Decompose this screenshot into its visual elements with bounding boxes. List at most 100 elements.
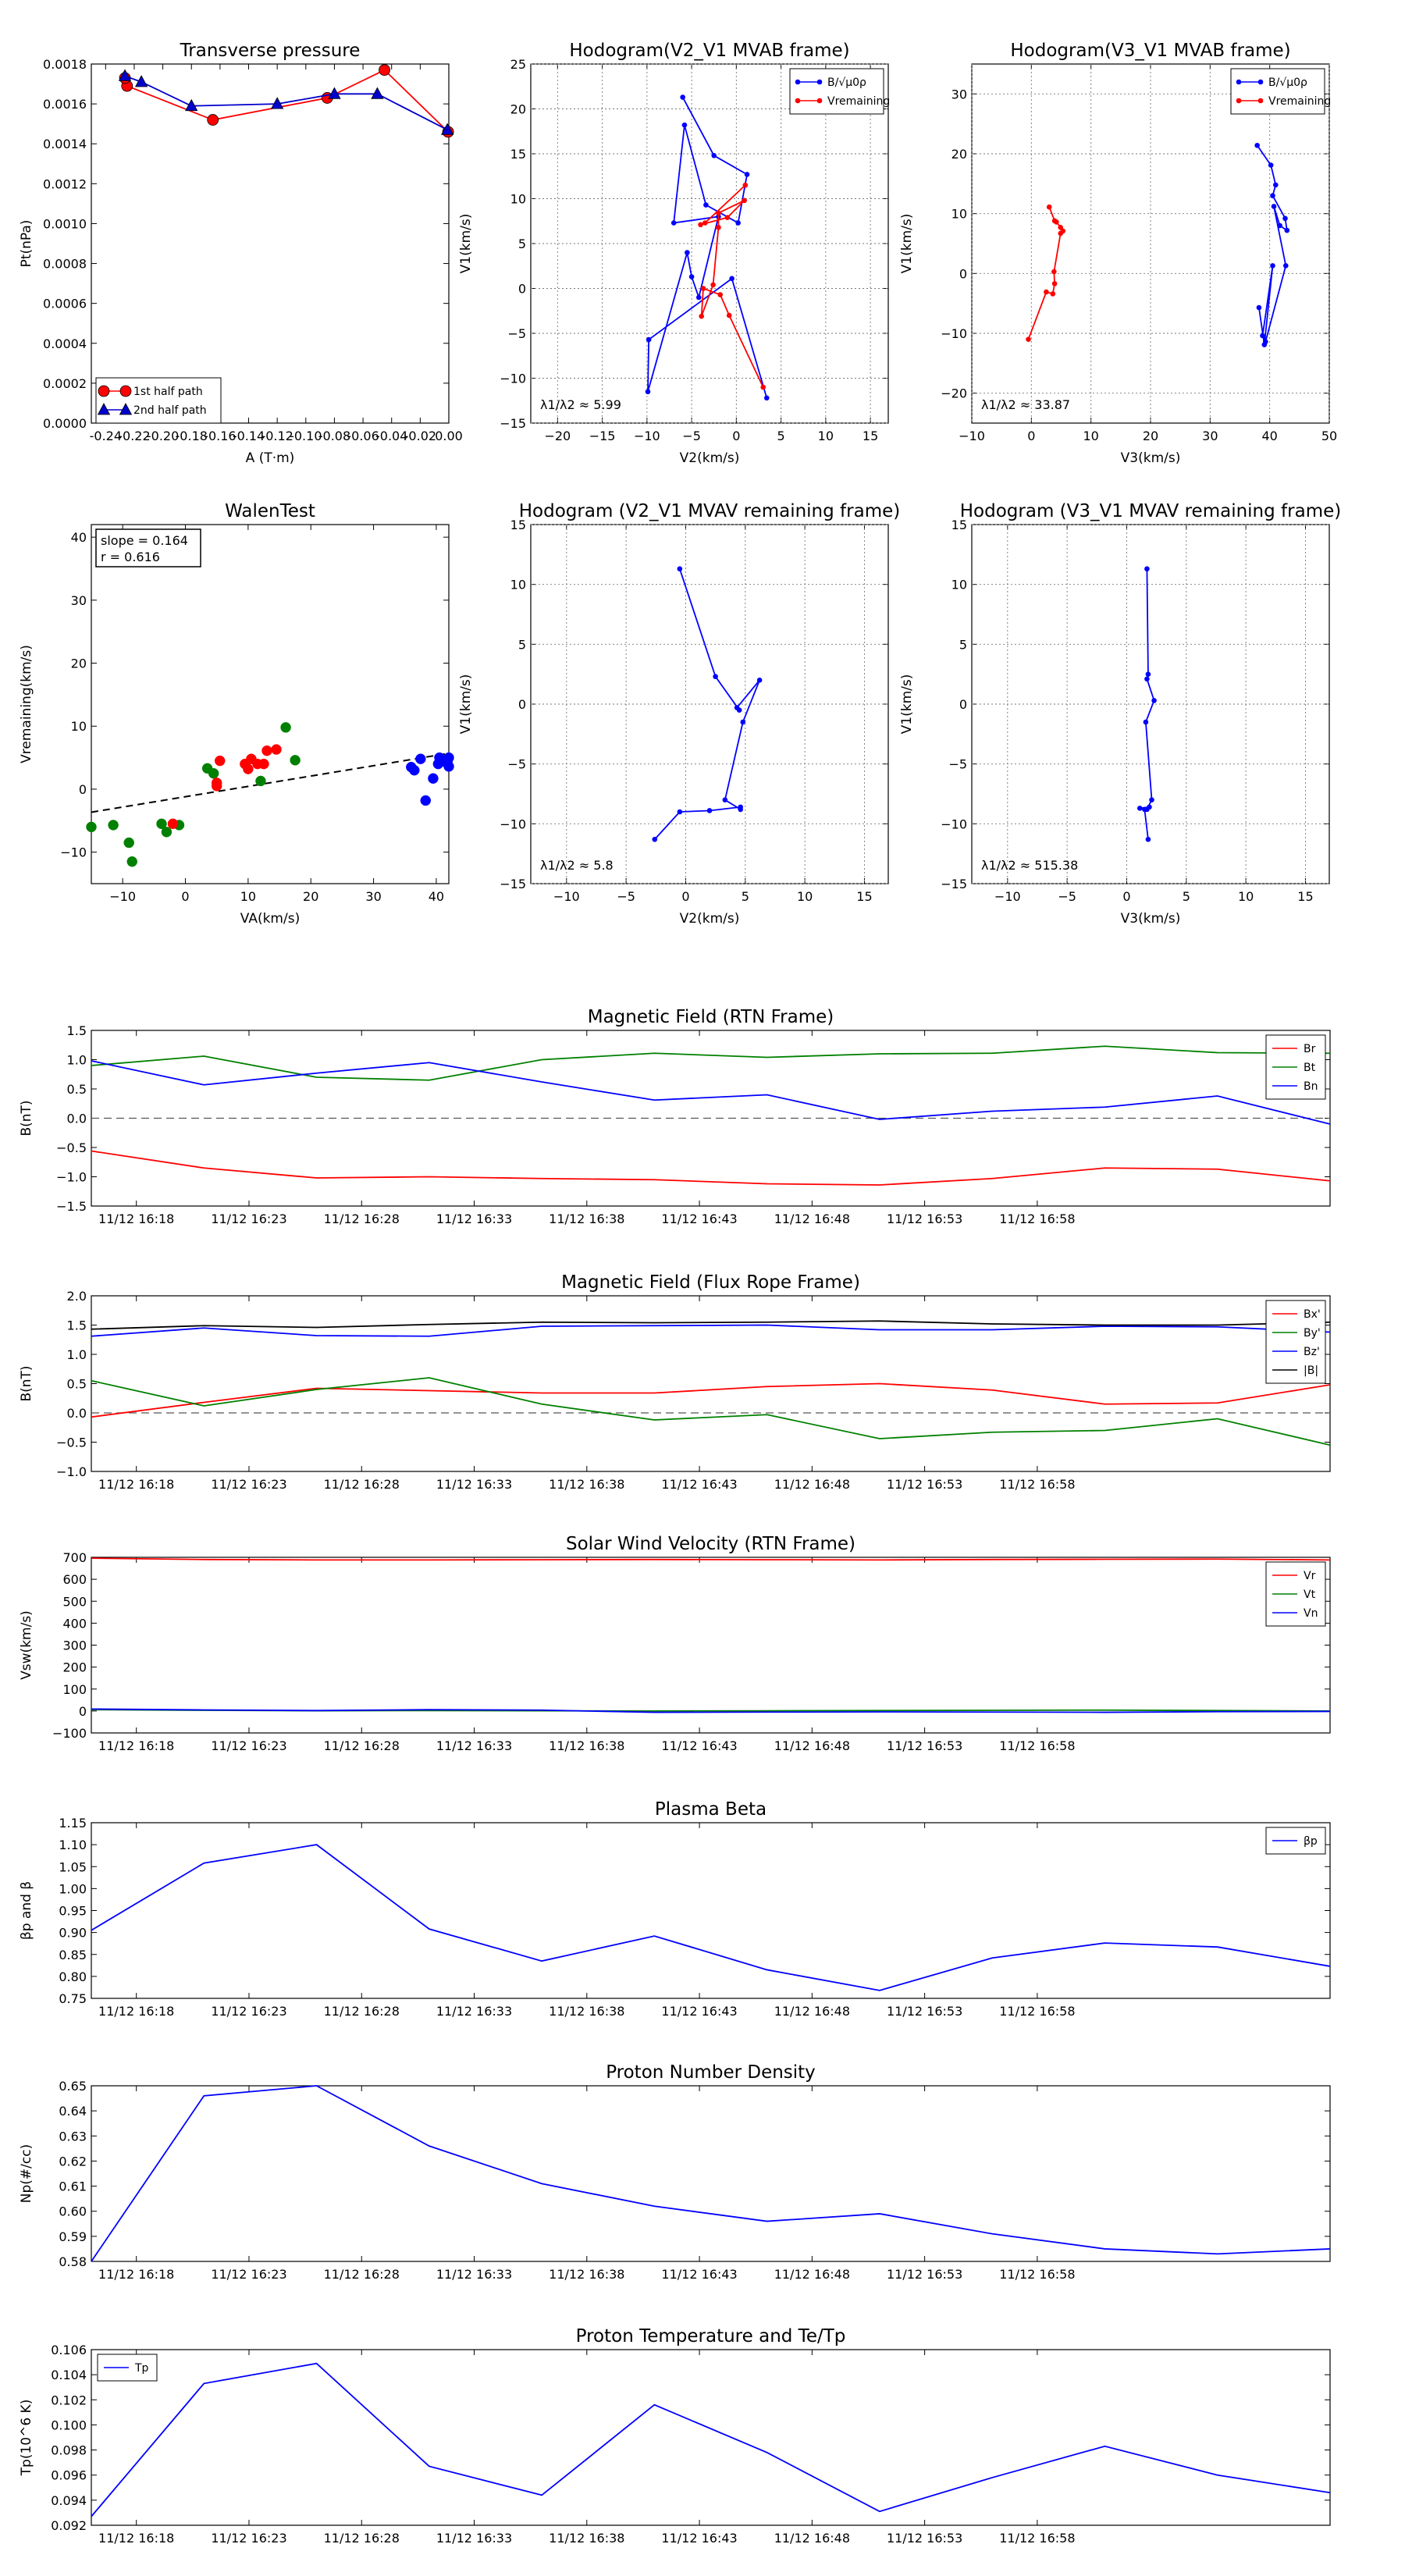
- y-axis-label: V1(km/s): [899, 214, 915, 274]
- y-tick-label: 10: [71, 719, 87, 734]
- plot-frame: [91, 2085, 1331, 2262]
- data-point-marker: [207, 114, 219, 126]
- data-point-marker: [816, 98, 823, 104]
- y-tick-label: −5: [507, 326, 526, 341]
- data-point-marker: [270, 97, 284, 109]
- y-tick-label: 0.0: [67, 1406, 87, 1421]
- series-line: [1256, 144, 1288, 345]
- x-tick-label: 10: [818, 429, 834, 443]
- data-point-marker: [1151, 698, 1157, 703]
- scatter-point: [255, 775, 266, 787]
- x-tick-label: 30: [365, 889, 381, 904]
- x-tick-label: −5: [682, 429, 701, 443]
- data-point-marker: [1143, 719, 1149, 725]
- series-line: [124, 69, 449, 133]
- y-axis-label: B(nT): [19, 1100, 34, 1136]
- series-line: [91, 1708, 1331, 1713]
- data-point-marker: [1149, 797, 1154, 802]
- legend-label: βp: [1304, 1835, 1318, 1848]
- series-line: [91, 1324, 1331, 1337]
- plot-frame: [91, 63, 450, 424]
- y-tick-label: −10: [500, 372, 526, 386]
- fit-line: [91, 753, 450, 813]
- data-point-marker: [1257, 79, 1264, 85]
- x-tick-label: 11/12 16:38: [549, 1477, 624, 1492]
- x-tick-label: 11/12 16:28: [324, 2267, 400, 2282]
- scatter-point: [108, 820, 119, 831]
- x-tick-label: 10: [240, 889, 256, 904]
- eigenvalue-ratio-label: λ1/λ2 ≈ 33.87: [981, 397, 1070, 412]
- data-point-marker: [1050, 291, 1056, 297]
- eigenvalue-ratio-label: λ1/λ2 ≈ 515.38: [981, 858, 1078, 873]
- y-tick-label: 20: [510, 102, 526, 117]
- y-tick-label: 0.85: [59, 1948, 87, 1962]
- y-tick-label: 10: [951, 207, 967, 222]
- data-point-marker: [134, 75, 148, 87]
- x-tick-label: 11/12 16:58: [999, 2004, 1075, 2019]
- series-line: [91, 1382, 1331, 1418]
- x-axis-label: VA(km/s): [240, 911, 300, 927]
- data-point-marker: [440, 123, 454, 135]
- data-point-marker: [646, 336, 652, 343]
- y-tick-label: 0.0000: [43, 416, 87, 431]
- x-tick-label: 11/12 16:23: [211, 2531, 286, 2546]
- legend-label: B/√μ0ρ: [827, 76, 866, 89]
- data-point-marker: [724, 215, 731, 220]
- x-tick-label: 20: [1143, 429, 1158, 443]
- x-axis-label: V2(km/s): [680, 911, 740, 927]
- scatter-point: [211, 781, 222, 792]
- data-point-marker: [1268, 162, 1274, 168]
- series-line: [91, 1377, 1331, 1446]
- y-tick-label: 0.0006: [43, 297, 87, 311]
- x-tick-label: 11/12 16:33: [436, 1477, 512, 1492]
- y-tick-label: 0.0018: [43, 57, 87, 72]
- y-tick-label: 0.64: [59, 2104, 87, 2119]
- legend-label: 1st half path: [133, 386, 203, 398]
- eigenvalue-ratio-label: λ1/λ2 ≈ 5.8: [540, 858, 614, 873]
- data-point-marker: [98, 385, 110, 397]
- chart-panel-ts2: Magnetic Field (Flux Rope Frame) −1.0 −0.5…: [19, 1272, 1331, 1492]
- x-tick-label: 15: [863, 429, 878, 443]
- data-point-marker: [119, 385, 132, 397]
- y-tick-label: 15: [510, 147, 526, 162]
- y-tick-label: 100: [62, 1682, 87, 1697]
- y-tick-label: 0.65: [59, 2079, 87, 2094]
- y-tick-label: 30: [951, 87, 967, 101]
- y-tick-label: 0.80: [59, 1969, 87, 1984]
- x-tick-label: 11/12 16:43: [661, 2267, 737, 2282]
- scatter-point: [261, 745, 272, 756]
- legend-label: Vn: [1304, 1607, 1318, 1620]
- scatter-point: [258, 758, 269, 770]
- series-line: [700, 184, 764, 388]
- y-tick-label: 0: [518, 697, 526, 712]
- plot-frame: [91, 524, 450, 884]
- data-point-marker: [1051, 281, 1058, 286]
- x-tick-label: 11/12 16:23: [211, 2004, 286, 2019]
- y-tick-label: 1.0: [67, 1347, 87, 1362]
- y-tick-label: 20: [951, 147, 967, 162]
- x-tick-label: -0.24: [90, 429, 122, 443]
- scatter-point: [243, 763, 254, 774]
- chart-title: Hodogram(V2_V1 MVAB frame): [569, 41, 849, 61]
- chart-title: Proton Number Density: [606, 2062, 816, 2083]
- data-point-marker: [1147, 804, 1152, 810]
- x-tick-label: 11/12 16:28: [324, 1738, 400, 1753]
- data-point-marker: [1256, 304, 1262, 311]
- legend-label: Br: [1304, 1043, 1316, 1055]
- x-tick-label: −10: [109, 889, 136, 904]
- y-tick-label: 30: [71, 593, 87, 608]
- y-tick-label: 1.5: [67, 1318, 87, 1333]
- x-tick-label: 0: [1122, 889, 1130, 904]
- x-axis-label: V3(km/s): [1121, 450, 1181, 466]
- y-axis-label: Pt(nPa): [19, 220, 34, 268]
- plot-frame: [530, 524, 889, 884]
- x-tick-label: 11/12 16:58: [999, 2531, 1075, 2546]
- data-point-marker: [371, 87, 384, 99]
- x-tick-label: 11/12 16:58: [999, 1477, 1075, 1492]
- y-tick-label: 1.0: [67, 1053, 87, 1068]
- x-tick-label: 11/12 16:43: [661, 1738, 737, 1753]
- y-tick-label: 1.00: [59, 1881, 87, 1896]
- data-point-marker: [710, 282, 716, 288]
- chart-title: Solar Wind Velocity (RTN Frame): [566, 1534, 855, 1554]
- y-tick-label: 0.0010: [43, 216, 87, 231]
